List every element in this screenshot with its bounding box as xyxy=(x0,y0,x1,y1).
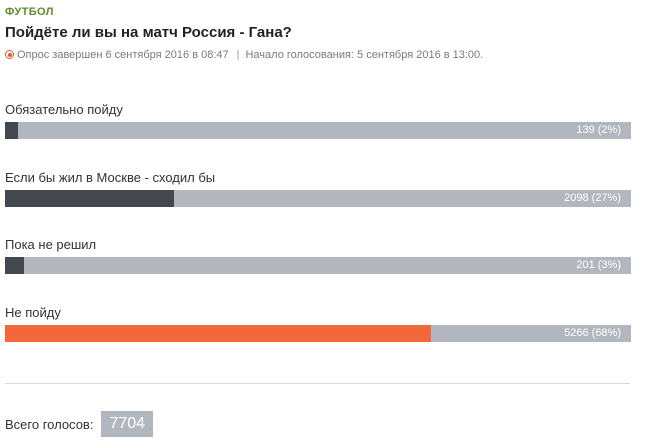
poll-option: Обязательно пойду 139 (2%) xyxy=(5,102,631,139)
status-ended: Опрос завершен 6 сентября 2016 в 08:47 xyxy=(17,49,229,61)
option-bar-fill xyxy=(5,190,175,207)
total-votes-label: Всего голосов: xyxy=(5,416,94,432)
poll-title: Пойдёте ли вы на матч Россия - Гана? xyxy=(5,24,292,41)
status-started: Начало голосования: 5 сентября 2016 в 13… xyxy=(245,49,484,61)
option-label: Не пойду xyxy=(5,305,61,320)
poll-option: Пока не решил 201 (3%) xyxy=(5,237,631,274)
option-value: 2098 (27%) xyxy=(564,192,621,204)
option-bar-fill xyxy=(5,122,18,139)
option-bar: 201 (3%) xyxy=(5,257,631,274)
option-label: Пока не решил xyxy=(5,237,97,252)
poll-status: Опрос завершен 6 сентября 2016 в 08:47 | Н… xyxy=(5,49,483,61)
option-value: 201 (3%) xyxy=(576,259,621,271)
option-bar-fill xyxy=(5,325,431,342)
option-value: 139 (2%) xyxy=(576,124,621,136)
option-label: Если бы жил в Москве - сходил бы xyxy=(5,170,216,185)
category-tag[interactable]: ФУТБОЛ xyxy=(5,6,54,18)
option-bar-fill xyxy=(5,257,24,274)
option-value: 5266 (68%) xyxy=(564,327,621,339)
status-dot-icon xyxy=(5,50,14,59)
total-votes: Всего голосов: 7704 xyxy=(5,411,154,437)
option-label: Обязательно пойду xyxy=(5,102,123,117)
total-votes-count: 7704 xyxy=(101,411,154,437)
option-bar: 139 (2%) xyxy=(5,122,631,139)
option-bar: 5266 (68%) xyxy=(5,325,631,342)
poll-option: Не пойду 5266 (68%) xyxy=(5,305,631,342)
poll-option: Если бы жил в Москве - сходил бы 2098 (2… xyxy=(5,170,631,207)
status-separator: | xyxy=(236,49,240,61)
divider xyxy=(5,383,630,384)
option-bar: 2098 (27%) xyxy=(5,190,631,207)
